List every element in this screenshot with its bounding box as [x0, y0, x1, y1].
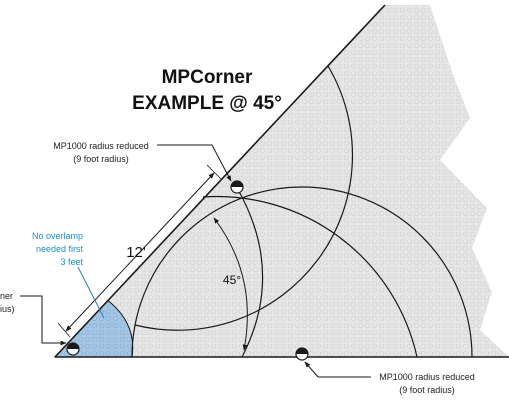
angle-dimension-arc	[213, 217, 248, 351]
title-line-1: MPCorner	[162, 67, 253, 88]
coverage-arc-inner	[235, 185, 264, 358]
length-dimension-line	[65, 172, 215, 332]
no-overlamp-line-1: No overlamp	[32, 231, 83, 241]
corner-callout-line-1: ner	[0, 291, 13, 301]
dimension-tick-start	[57, 322, 71, 338]
fixture-icon-wall-bottom	[295, 347, 309, 361]
corner-callout-leader	[20, 295, 67, 346]
callout-top-line-1: MP1000 radius reduced	[53, 141, 149, 151]
callout-top-leader	[157, 144, 232, 182]
callout-bottom-leader	[304, 361, 371, 378]
callout-bottom-line-1: MP1000 radius reduced	[379, 372, 475, 382]
no-overlamp-line-3: 3 feet	[60, 257, 83, 267]
callout-top-line-2: (9 foot radius)	[73, 154, 129, 164]
fixture-icon-wall-top	[230, 180, 244, 194]
length-dimension-label: 12'	[126, 244, 146, 261]
no-overlamp-line-2: needed first	[36, 244, 84, 254]
fixture-icon-corner	[66, 342, 80, 356]
coverage-arc-large	[202, 195, 418, 358]
corner-callout-line-2: ius)	[0, 304, 15, 314]
angle-dimension-label: 45°	[223, 273, 241, 287]
title-line-2: EXAMPLE @ 45°	[132, 93, 282, 114]
callout-bottom-line-2: (9 foot radius)	[399, 385, 455, 395]
room-area	[55, 5, 509, 357]
dimension-tick-end	[206, 164, 222, 180]
no-overlamp-leader	[77, 266, 105, 319]
